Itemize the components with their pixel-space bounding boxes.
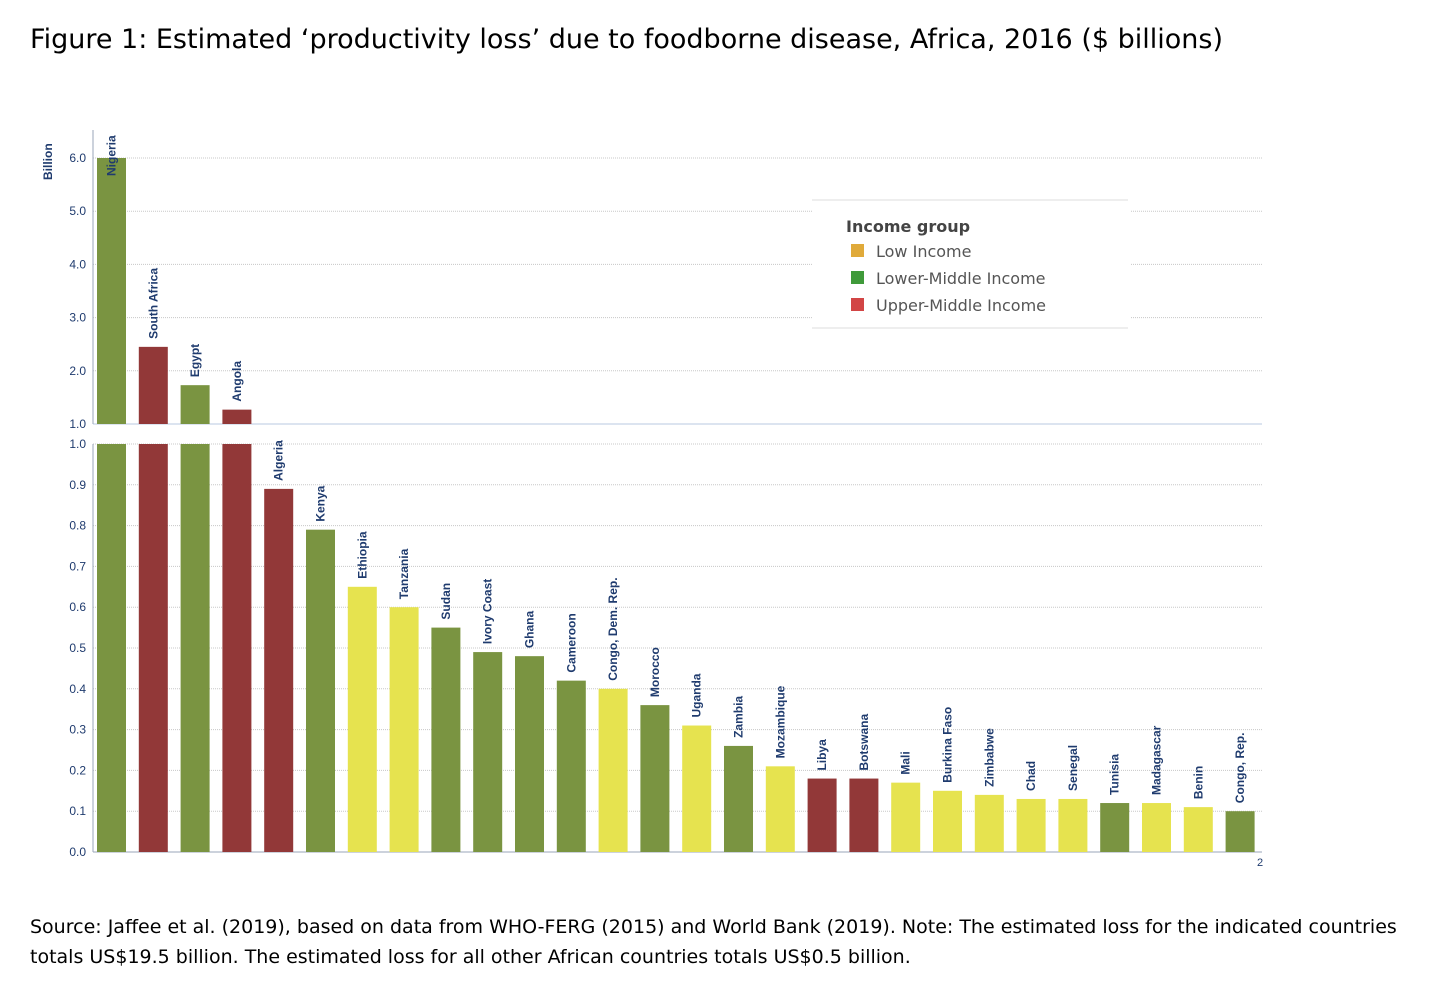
bar-congo-dem-rep	[598, 688, 628, 852]
y-tick-label-lower: 0.2	[69, 763, 86, 777]
bar-libya	[807, 778, 837, 852]
bar-label-kenya: Kenya	[314, 485, 328, 521]
bar-chad	[1016, 798, 1046, 852]
bar-egypt	[180, 385, 210, 424]
bar-ethiopia	[347, 586, 377, 852]
bar-mozambique	[765, 766, 795, 852]
y-axis-label: Billion	[41, 143, 55, 180]
page-number: 2	[1257, 857, 1263, 869]
y-tick-label-lower: 1.0	[69, 437, 86, 451]
legend-label-low-income: Low Income	[876, 242, 971, 261]
legend-swatch-upper-middle-income	[851, 298, 864, 311]
bar-label-mozambique: Mozambique	[773, 685, 787, 758]
y-tick-label-upper: 1.0	[69, 417, 86, 431]
bar-label-egypt: Egypt	[188, 344, 202, 377]
bar-nigeria-lower	[97, 444, 126, 852]
bar-label-zimbabwe: Zimbabwe	[982, 728, 996, 787]
y-tick-label-lower: 0.1	[69, 804, 86, 818]
y-tick-label-lower: 0.9	[69, 478, 86, 492]
bar-label-ghana: Ghana	[523, 610, 537, 648]
bar-label-algeria: Algeria	[272, 440, 286, 481]
bar-label-chad: Chad	[1024, 761, 1038, 791]
bar-mali	[891, 782, 921, 852]
bar-label-sudan: Sudan	[439, 583, 453, 620]
bar-south-africa	[138, 346, 168, 424]
y-tick-label-upper: 3.0	[69, 311, 86, 325]
bar-label-south-africa: South Africa	[146, 268, 160, 339]
legend-swatch-low-income	[851, 244, 864, 257]
bar-label-burkina-faso: Burkina Faso	[941, 707, 955, 783]
bar-ivory-coast	[473, 652, 503, 852]
bar-label-benin: Benin	[1191, 766, 1205, 799]
figure-title: Figure 1: Estimated ‘productivity loss’ …	[30, 24, 1223, 55]
bar-nigeria	[97, 158, 126, 424]
bar-label-congo-dem-rep: Congo, Dem. Rep.	[606, 577, 620, 680]
legend: Income group Low Income Lower-Middle Inc…	[812, 198, 1130, 335]
legend-box	[812, 198, 1130, 335]
y-tick-label-upper: 6.0	[69, 151, 86, 165]
legend-title: Income group	[846, 217, 970, 236]
bar-zimbabwe	[974, 794, 1004, 852]
y-tick-label-upper: 4.0	[69, 257, 86, 271]
legend-label-upper-middle-income: Upper-Middle Income	[876, 296, 1046, 315]
source-note: Source: Jaffee et al. (2019), based on d…	[30, 916, 1397, 968]
bar-zambia	[724, 745, 753, 852]
y-tick-label-lower: 0.0	[69, 845, 86, 859]
bars	[97, 158, 1255, 852]
bar-label-angola: Angola	[230, 361, 244, 402]
bar-label-nigeria: Nigeria	[105, 135, 119, 176]
bar-botswana	[849, 778, 879, 852]
bar-label-uganda: Uganda	[690, 673, 704, 717]
y-tick-label-lower: 0.3	[69, 723, 86, 737]
bar-tanzania	[389, 607, 419, 852]
bar-benin	[1183, 807, 1213, 852]
bar-labels: Nigeria South Africa Egypt Angola Algeria Ken…	[105, 135, 1248, 803]
legend-label-lower-middle-income: Lower-Middle Income	[876, 269, 1046, 288]
bar-madagascar	[1142, 803, 1171, 852]
bar-angola	[222, 409, 252, 424]
legend-swatch-lower-middle-income	[851, 271, 864, 284]
bar-tunisia	[1100, 803, 1130, 852]
y-tick-label-lower: 0.7	[69, 559, 86, 573]
bar-burkina-faso	[933, 790, 962, 852]
bar-label-tanzania: Tanzania	[397, 548, 411, 599]
bar-label-ivory-coast: Ivory Coast	[481, 579, 495, 644]
bar-label-libya: Libya	[815, 739, 829, 771]
y-tick-label-upper: 5.0	[69, 204, 86, 218]
bar-label-botswana: Botswana	[857, 714, 871, 771]
bar-label-mali: Mali	[899, 751, 913, 774]
y-tick-label-lower: 0.6	[69, 600, 86, 614]
bar-label-senegal: Senegal	[1066, 745, 1080, 791]
bar-label-tunisia: Tunisia	[1108, 754, 1122, 795]
bar-ghana	[515, 656, 544, 852]
bar-label-congo-rep: Congo, Rep.	[1233, 733, 1247, 804]
bar-kenya	[306, 529, 335, 852]
y-tick-label-upper: 2.0	[69, 364, 86, 378]
bar-senegal	[1058, 798, 1088, 852]
bar-cameroon	[556, 680, 586, 852]
bar-egypt-lower	[180, 444, 210, 852]
bar-label-zambia: Zambia	[732, 696, 746, 738]
bar-uganda	[682, 725, 712, 852]
bar-label-ethiopia: Ethiopia	[355, 531, 369, 579]
bar-sudan	[431, 627, 461, 852]
y-tick-label-lower: 0.5	[69, 641, 86, 655]
bar-label-cameroon: Cameroon	[564, 613, 578, 672]
y-tick-label-lower: 0.8	[69, 519, 86, 533]
bar-south-africa-lower	[138, 444, 168, 852]
bar-morocco	[640, 705, 670, 852]
bar-label-madagascar: Madagascar	[1150, 725, 1164, 795]
bar-angola-lower	[222, 444, 252, 852]
bar-algeria	[264, 488, 294, 852]
y-tick-label-lower: 0.4	[69, 682, 86, 696]
bar-congo-rep	[1225, 811, 1255, 852]
bar-label-morocco: Morocco	[648, 647, 662, 697]
